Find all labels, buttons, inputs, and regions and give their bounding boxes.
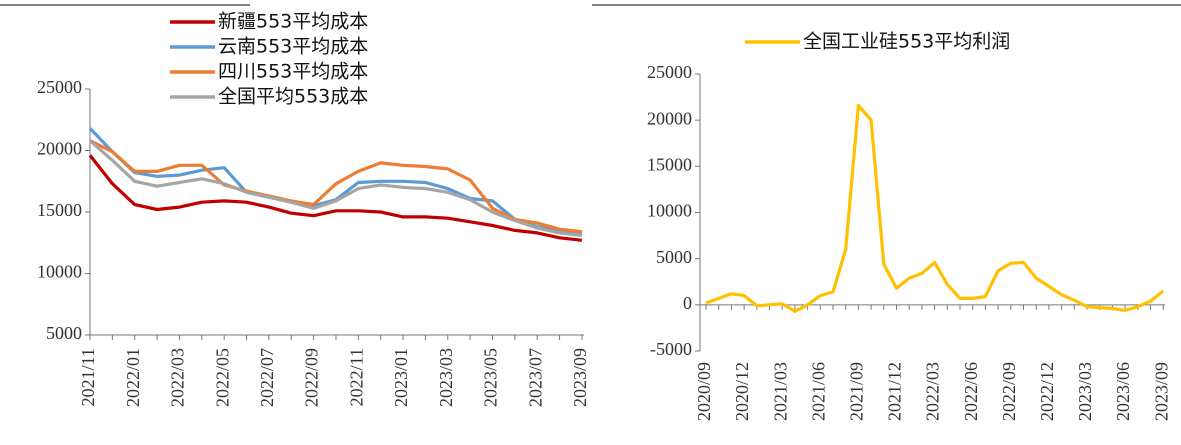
y-tick-label: 5000 [656, 247, 692, 267]
y-tick-label: 25000 [647, 62, 692, 82]
x-tick-label: 2022/06 [961, 362, 981, 421]
x-tick-label: 2022/03 [168, 348, 188, 407]
y-tick-label: 10000 [37, 262, 82, 282]
x-tick-label: 2021/06 [808, 362, 828, 421]
legend-label: 全国工业硅553平均利润 [803, 31, 1010, 53]
x-tick-label: 2022/07 [257, 348, 277, 407]
x-tick-label: 2023/09 [570, 348, 590, 407]
y-tick-label: 15000 [647, 154, 692, 174]
legend-label: 云南553平均成本 [218, 36, 368, 58]
x-tick-label: 2022/03 [923, 362, 943, 421]
series-line [705, 103, 1165, 313]
y-tick-label: 0 [683, 293, 692, 313]
x-tick-label: 2021/03 [770, 362, 790, 421]
y-tick-label: 20000 [37, 139, 82, 159]
x-tick-label: 2023/03 [436, 348, 456, 407]
x-tick-label: 2022/09 [302, 348, 322, 407]
x-tick-label: 2023/09 [1151, 362, 1171, 421]
x-tick-label: 2023/01 [391, 348, 411, 407]
x-tick-label: 2022/05 [212, 348, 232, 407]
x-tick-label: 2021/12 [885, 362, 905, 421]
legend-label: 全国平均553成本 [218, 86, 368, 108]
series-line [88, 154, 583, 242]
x-tick-label: 2022/09 [999, 362, 1019, 421]
x-tick-label: 2021/09 [847, 362, 867, 421]
x-tick-label: 2023/05 [481, 348, 501, 407]
y-tick-label: 20000 [647, 108, 692, 128]
y-tick-label: 5000 [46, 323, 82, 343]
x-tick-label: 2020/09 [694, 362, 714, 421]
y-tick-label: 10000 [647, 201, 692, 221]
legend-label: 新疆553平均成本 [218, 11, 368, 33]
x-tick-label: 2022/11 [346, 348, 366, 406]
x-tick-label: 2022/01 [123, 348, 143, 407]
series-line [88, 139, 583, 237]
y-tick-label: 15000 [37, 200, 82, 220]
y-tick-label: -5000 [650, 339, 692, 359]
x-tick-label: 2023/07 [525, 348, 545, 407]
y-tick-label: 25000 [37, 77, 82, 97]
series-line [89, 139, 583, 234]
x-tick-label: 2021/11 [78, 348, 98, 406]
x-tick-label: 2020/12 [732, 362, 752, 421]
x-tick-label: 2023/03 [1075, 362, 1095, 421]
x-tick-label: 2022/12 [1037, 362, 1057, 421]
legend-label: 四川553平均成本 [218, 61, 368, 83]
x-tick-label: 2023/06 [1113, 362, 1133, 421]
